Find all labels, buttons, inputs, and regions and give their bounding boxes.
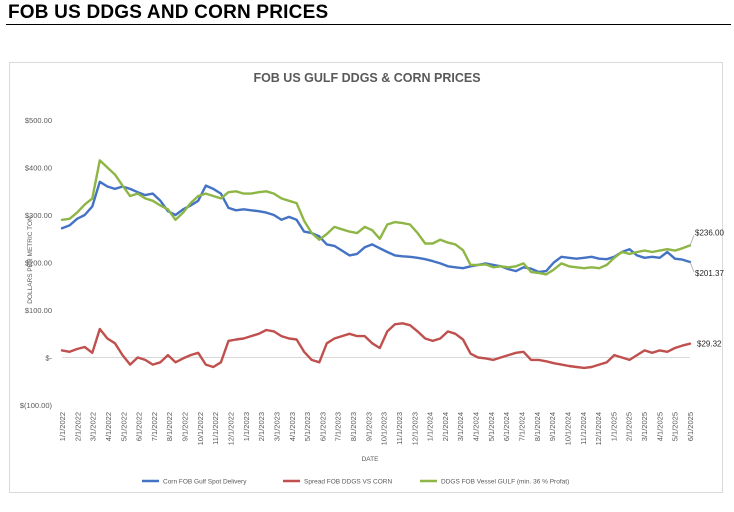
x-tick-label: 12/1/2022 [226,412,235,445]
x-tick-label: 4/1/2022 [104,412,113,441]
legend: Corn FOB Gulf Spot Delivery Spread FOB DD… [142,479,569,486]
chart-frame [9,62,723,493]
x-tick-label: 1/1/2025 [609,412,618,441]
x-tick-label: 8/1/2024 [533,412,542,441]
x-tick-label: 2/1/2022 [73,412,82,441]
end-labels: $236.00 $201.37 $29.32 [689,228,724,349]
chart-title: FOB US GULF DDGS & CORN PRICES [253,71,480,85]
x-tick-label: 8/1/2023 [349,412,358,441]
x-tick-label: 10/1/2022 [196,412,205,445]
y-tick-label: $400.00 [25,164,52,173]
x-tick-label: 4/1/2025 [655,412,664,441]
spread-end-label: $29.32 [697,340,722,349]
x-tick-label: 6/1/2024 [502,412,511,441]
x-tick-label: 6/1/2023 [318,412,327,441]
x-tick-label: 1/1/2023 [242,412,251,441]
x-tick-label: 2/1/2025 [625,412,634,441]
x-tick-label: 4/1/2023 [288,412,297,441]
legend-label: Spread FOB DDGS VS CORN [304,479,392,486]
y-tick-label: $(100.00) [20,401,53,410]
y-tick-label: $300.00 [25,211,52,220]
x-axis-ticks: 1/1/2022 2/1/2022 3/1/2022 4/1/2022 5/1/2022… [58,412,695,445]
x-tick-label: 4/1/2024 [472,412,481,441]
x-tick-label: 12/1/2023 [410,412,419,445]
x-tick-label: 9/1/2024 [548,412,557,441]
series-lines [60,159,692,370]
x-tick-label: 2/1/2024 [441,412,450,441]
ddgs-end-label: $236.00 [695,228,724,237]
legend-label: DDGS FOB Vessel GULF (min. 36 % Profat) [441,479,569,486]
x-tick-label: 12/1/2024 [594,412,603,445]
x-tick-label: 9/1/2022 [181,412,190,441]
x-tick-label: 2/1/2023 [257,412,266,441]
x-tick-label: 3/1/2023 [272,412,281,441]
x-tick-label: 3/1/2025 [640,412,649,441]
x-tick-label: 10/1/2024 [563,412,572,445]
x-tick-label: 6/1/2025 [686,412,695,441]
y-axis-ticks: $500.00 $400.00 $300.00 $200.00 $100.00 $- $(1… [20,116,53,410]
x-tick-label: 7/1/2022 [150,412,159,441]
x-tick-label: 11/1/2022 [211,412,220,445]
x-tick-label: 7/1/2024 [518,412,527,441]
series-line [60,322,692,370]
series-line [60,159,692,276]
x-tick-label: 1/1/2022 [58,412,67,441]
series-line [60,180,692,274]
x-tick-label: 9/1/2023 [364,412,373,441]
x-tick-label: 5/1/2022 [119,412,128,441]
leader-line [689,235,695,246]
x-tick-label: 11/1/2024 [579,412,588,445]
legend-label: Corn FOB Gulf Spot Delivery [163,479,247,486]
x-axis-label: DATE [362,456,380,463]
y-tick-label: $500.00 [25,116,52,125]
page-header: FOB US DDGS AND CORN PRICES [8,2,329,23]
x-tick-label: 1/1/2024 [426,412,435,441]
x-tick-label: 10/1/2023 [380,412,389,445]
x-tick-label: 3/1/2024 [456,412,465,441]
header-rule [6,24,731,25]
x-tick-label: 5/1/2023 [303,412,312,441]
leader-line [689,261,695,273]
corn-end-label: $201.37 [695,269,724,278]
x-tick-label: 6/1/2022 [135,412,144,441]
y-axis-label: DOLLARS PER METRIC TON [27,216,34,304]
y-tick-label: $200.00 [25,259,52,268]
x-tick-label: 8/1/2022 [165,412,174,441]
x-tick-label: 7/1/2023 [334,412,343,441]
x-tick-label: 5/1/2024 [487,412,496,441]
x-tick-label: 3/1/2022 [89,412,98,441]
y-tick-label: $- [45,354,52,363]
x-tick-label: 5/1/2025 [671,412,680,441]
y-tick-label: $100.00 [25,306,52,315]
x-tick-label: 11/1/2023 [395,412,404,445]
